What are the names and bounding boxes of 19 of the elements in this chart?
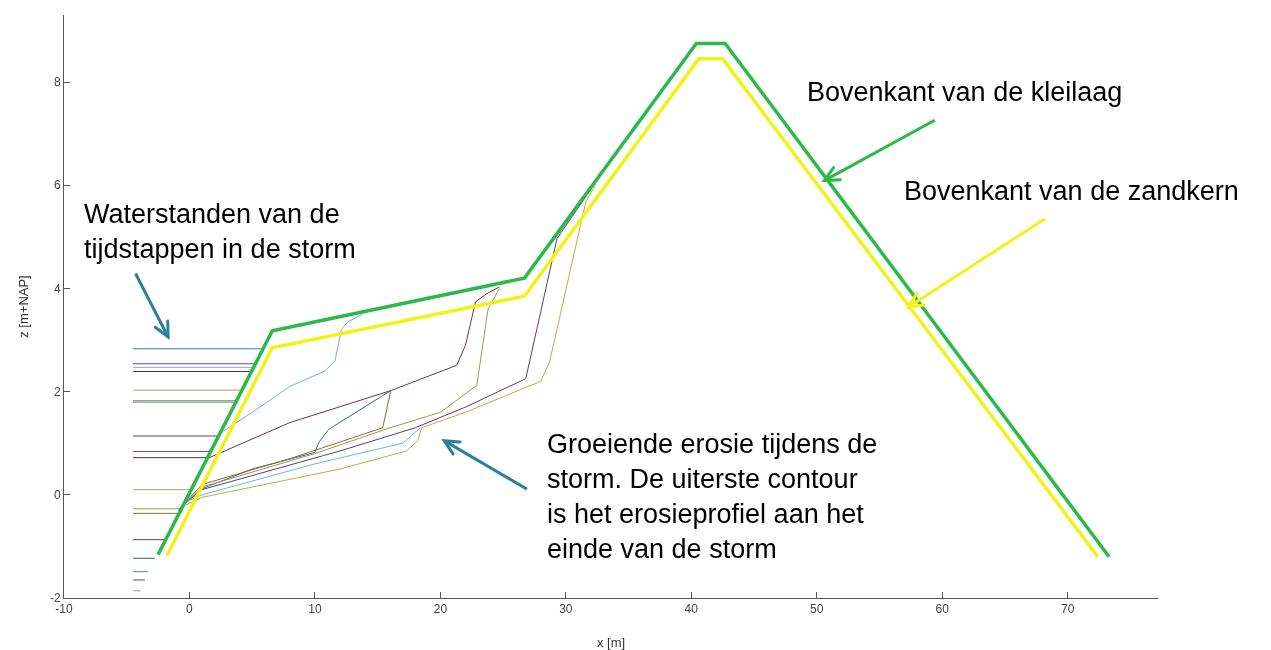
x-tick-label: 60: [935, 602, 950, 617]
annotation: Bovenkant van de zandkern: [904, 176, 1239, 206]
annotation: Groeiende erosie tijdens de storm. De uiterste contour is het erosieprofiel aan het einde van de storm: [547, 429, 878, 565]
annotation: Bovenkant van de kleilaag: [807, 77, 1123, 107]
x-tick-label: 50: [810, 602, 824, 617]
y-axis-title: z [m+NAP]: [16, 275, 31, 338]
x-tick-label: 10: [308, 602, 322, 617]
x-axis-title: x [m]: [596, 635, 626, 650]
annotation: Waterstanden van de tijdstappen in de storm: [84, 199, 356, 265]
y-tick-label: 0: [53, 488, 61, 503]
y-tick-label: 2: [53, 384, 61, 399]
y-tick-label: 4: [53, 281, 61, 296]
x-tick-label: 70: [1060, 602, 1075, 617]
y-tick-label: 8: [53, 75, 61, 90]
y-tick-label: 6: [53, 178, 61, 193]
x-tick-label: 30: [559, 602, 573, 617]
x-tick-label: 0: [186, 602, 194, 617]
x-tick-label: 40: [684, 602, 699, 617]
x-tick-label: 20: [433, 602, 448, 617]
